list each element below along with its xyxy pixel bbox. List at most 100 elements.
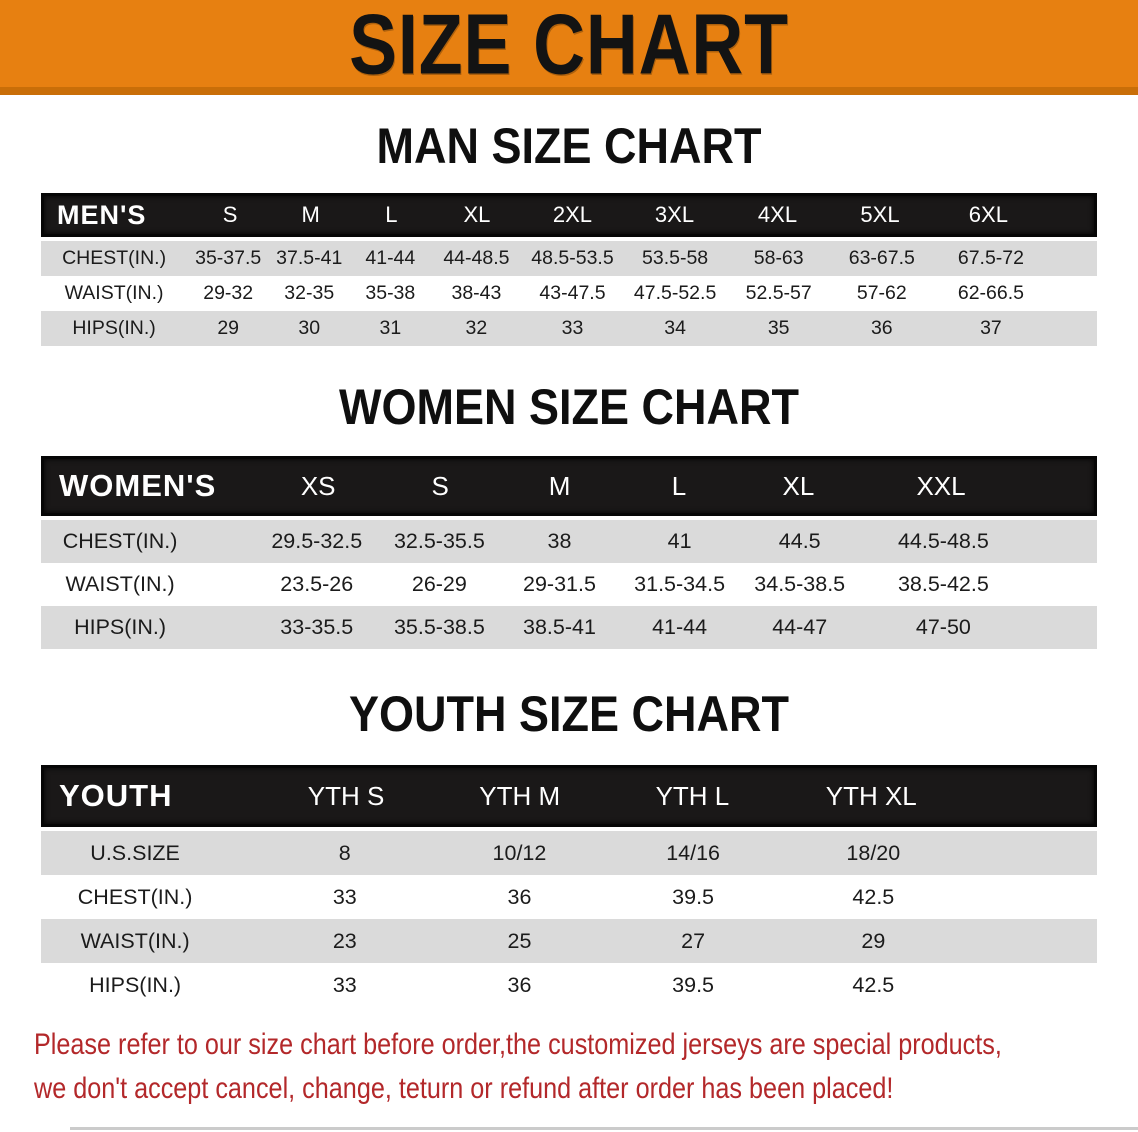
size-cell: 30: [298, 317, 321, 339]
bottom-edge-line: [70, 1127, 1138, 1130]
table-header-row: YOUTH YTH S YTH M YTH L YTH XL: [41, 765, 1097, 827]
size-cell: 41-44: [365, 247, 416, 269]
size-column-header: YTH L: [655, 780, 730, 811]
size-cell: 39.5: [672, 972, 715, 997]
size-cell: 63-67.5: [848, 247, 915, 269]
size-column-header: XL: [463, 202, 491, 227]
size-cell: 29-31.5: [523, 572, 596, 596]
size-column-header: YTH S: [307, 780, 385, 811]
size-cell: 10/12: [492, 840, 547, 865]
size-cell: 36: [870, 317, 893, 339]
size-cell: 27: [681, 928, 706, 953]
size-cell: 36: [507, 884, 532, 909]
size-cell: 58-63: [753, 247, 804, 269]
size-cell: 29: [861, 928, 886, 953]
size-cell: 29: [217, 317, 240, 339]
size-cell: 48.5-53.5: [531, 247, 614, 269]
table-row: WAIST(IN.) 23 25 27 29: [41, 919, 1097, 963]
size-column-header: M: [548, 470, 571, 501]
table-row: U.S.SIZE 8 10/12 14/16 18/20: [41, 831, 1097, 875]
size-cell: 29-32: [203, 282, 254, 304]
size-cell: 33-35.5: [280, 615, 354, 639]
size-cell: 47-50: [915, 615, 971, 639]
size-column-header: YTH XL: [825, 780, 917, 811]
size-cell: 31: [379, 317, 402, 339]
size-cell: 44.5-48.5: [897, 529, 989, 553]
size-column-header: 3XL: [654, 202, 695, 227]
size-cell: 42.5: [852, 884, 895, 909]
women-size-table: WOMEN'S XS S M L XL XXL CHEST(IN.) 29.5-32.5 32.5…: [41, 456, 1097, 649]
size-column-header: XL: [782, 470, 815, 501]
table-header-label: YOUTH: [59, 778, 173, 813]
row-label: WAIST(IN.): [64, 282, 164, 304]
table-header-label: MEN'S: [57, 199, 147, 230]
size-cell: 53.5-58: [642, 247, 709, 269]
size-cell: 33: [332, 884, 357, 909]
table-row: CHEST(IN.) 29.5-32.5 32.5-35.5 38 41 44.5 44.5…: [41, 520, 1097, 563]
size-cell: 44-48.5: [443, 247, 510, 269]
size-cell: 32-35: [284, 282, 335, 304]
size-column-header: 6XL: [968, 202, 1008, 227]
table-header-label: WOMEN'S: [59, 468, 217, 503]
size-cell: 33: [561, 317, 584, 339]
size-column-header: L: [385, 202, 398, 227]
table-row: WAIST(IN.) 29-32 32-35 35-38 38-43 43-47.5 47.…: [41, 276, 1097, 311]
size-cell: 14/16: [666, 840, 721, 865]
row-label: WAIST(IN.): [65, 572, 175, 596]
table-row: HIPS(IN.) 29 30 31 32 33 34 35 36 37: [41, 311, 1097, 346]
table-header-row: MEN'S S M L XL 2XL 3XL 4XL 5XL 6XL: [41, 193, 1097, 237]
row-label: WAIST(IN.): [80, 928, 190, 953]
size-column-header: YTH M: [479, 780, 561, 811]
size-cell: 35.5-38.5: [393, 615, 485, 639]
size-cell: 38.5-41: [523, 615, 596, 639]
size-cell: 38-43: [451, 282, 502, 304]
size-cell: 33: [332, 972, 357, 997]
size-cell: 31.5-34.5: [634, 572, 726, 596]
size-column-header: 2XL: [552, 202, 593, 227]
size-cell: 38.5-42.5: [897, 572, 989, 596]
size-cell: 67.5-72: [957, 247, 1024, 269]
disclaimer-line-2: we don't accept cancel, change, teturn o…: [34, 1072, 894, 1105]
row-label: HIPS(IN.): [89, 972, 182, 997]
size-cell: 36: [507, 972, 532, 997]
size-column-header: M: [301, 202, 320, 227]
size-cell: 32: [465, 317, 488, 339]
table-row: CHEST(IN.) 35-37.5 37.5-41 41-44 44-48.5 48.5…: [41, 241, 1097, 276]
row-label: CHEST(IN.): [62, 247, 167, 269]
banner: SIZE CHART: [0, 0, 1138, 95]
size-cell: 35: [767, 317, 790, 339]
women-section-heading: WOMEN SIZE CHART: [339, 379, 799, 435]
size-column-header: S: [222, 202, 238, 227]
row-label: HIPS(IN.): [72, 317, 156, 339]
size-cell: 62-66.5: [957, 282, 1024, 304]
page-title: SIZE CHART: [349, 0, 789, 92]
size-cell: 34: [664, 317, 686, 339]
men-section-heading: MAN SIZE CHART: [376, 118, 762, 174]
size-cell: 23: [332, 928, 357, 953]
size-cell: 39.5: [672, 884, 715, 909]
size-column-header: XXL: [916, 470, 966, 501]
size-cell: 43-47.5: [539, 282, 606, 304]
size-column-header: XS: [300, 470, 336, 501]
size-cell: 8: [338, 840, 351, 865]
size-column-header: S: [431, 470, 449, 501]
youth-size-table: YOUTH YTH S YTH M YTH L YTH XL U.S.SIZE 8 10/12…: [41, 765, 1097, 1007]
youth-section-heading: YOUTH SIZE CHART: [348, 686, 790, 742]
size-cell: 41-44: [652, 615, 708, 639]
row-label: U.S.SIZE: [90, 840, 180, 865]
size-cell: 42.5: [852, 972, 895, 997]
disclaimer-line-1: Please refer to our size chart before or…: [34, 1028, 1002, 1061]
table-row: WAIST(IN.) 23.5-26 26-29 29-31.5 31.5-34.5 34…: [41, 563, 1097, 606]
size-cell: 18/20: [846, 840, 901, 865]
size-cell: 38: [547, 529, 572, 553]
size-cell: 35-37.5: [195, 247, 262, 269]
size-cell: 57-62: [856, 282, 907, 304]
size-cell: 34.5-38.5: [754, 572, 846, 596]
table-row: HIPS(IN.) 33-35.5 35.5-38.5 38.5-41 41-44 44-…: [41, 606, 1097, 649]
table-row: HIPS(IN.) 33 36 39.5 42.5: [41, 963, 1097, 1007]
size-cell: 41: [667, 529, 692, 553]
size-column-header: L: [671, 470, 687, 501]
size-cell: 52.5-57: [745, 282, 812, 304]
size-cell: 44-47: [772, 615, 828, 639]
